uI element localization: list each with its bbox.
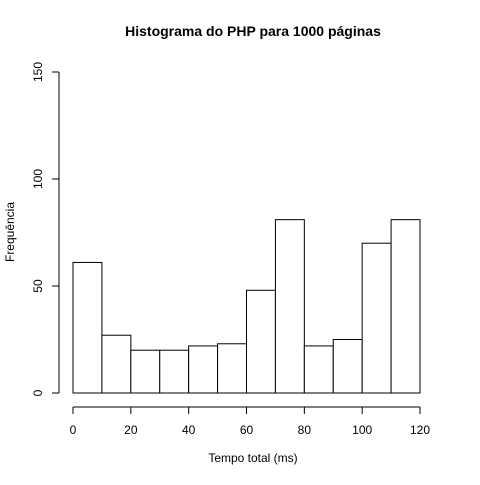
x-tick-label: 20 [124, 423, 138, 437]
y-tick-label: 150 [31, 62, 45, 82]
histogram-bar [274, 219, 305, 394]
x-tick-label: 100 [352, 423, 372, 437]
histogram-bar [246, 289, 276, 394]
histogram-bar [217, 343, 247, 394]
x-tick-label: 80 [298, 423, 312, 437]
y-tick-label: 100 [31, 169, 45, 189]
x-axis-label: Tempo total (ms) [208, 451, 297, 465]
histogram-bar [332, 339, 363, 394]
histogram-bar [188, 345, 219, 394]
histogram-bar [303, 345, 334, 394]
y-axis: 0 50 100 150 [31, 62, 60, 396]
x-tick-label: 40 [182, 423, 196, 437]
histogram-bar [361, 242, 392, 394]
y-tick-label: 50 [31, 279, 45, 293]
histogram-bar [72, 261, 103, 394]
x-tick-label: 60 [240, 423, 254, 437]
y-tick-label: 0 [31, 389, 45, 396]
histogram-bar [159, 349, 190, 394]
y-axis-label: Frequência [3, 202, 17, 262]
histogram-bar [390, 219, 421, 394]
x-axis: 0 20 40 60 80 100 120 [70, 406, 430, 437]
x-tick-label: 120 [410, 423, 430, 437]
bars-layer [72, 219, 421, 394]
histogram-bar [101, 334, 132, 394]
chart-title: Histograma do PHP para 1000 páginas [125, 23, 381, 39]
x-tick-label: 0 [70, 423, 77, 437]
histogram-bar [130, 349, 161, 394]
